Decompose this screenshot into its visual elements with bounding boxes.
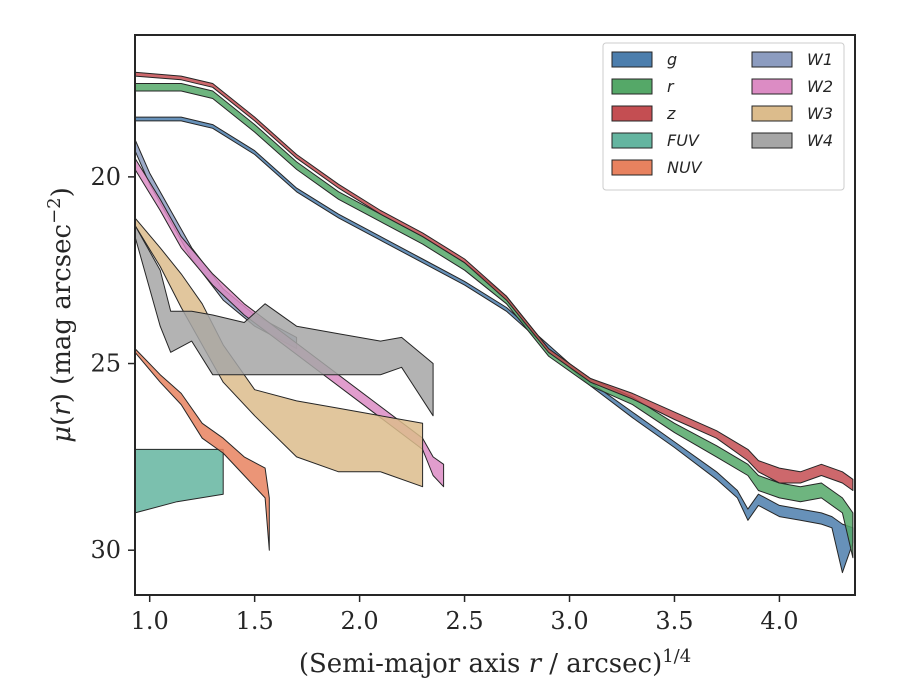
legend: grz FUV NUV W1 W2 W3 W4 — [602, 42, 845, 191]
legend-label-fuv: FUV — [667, 131, 700, 150]
x-tick-label: 4.0 — [760, 607, 798, 635]
legend-swatch-nuv — [611, 159, 653, 176]
y-tick-label: 20 — [90, 163, 121, 191]
legend-swatch-r — [611, 78, 653, 95]
series-area-w4 — [134, 224, 434, 417]
legend-label-g: g — [667, 50, 677, 69]
y-tick-label: 25 — [90, 350, 121, 378]
x-tick-label: 2.0 — [341, 607, 379, 635]
legend-label-r: r — [667, 77, 675, 96]
legend-swatch-w1 — [751, 51, 793, 68]
plot-frame — [134, 34, 856, 596]
x-tick-label: 2.5 — [445, 607, 483, 635]
series-areas — [134, 71, 854, 574]
y-tick-label: 30 — [90, 536, 121, 564]
legend-swatch-w3 — [751, 105, 793, 122]
y-axis-title: μ(r) (mag arcsec−2) — [44, 187, 77, 443]
legend-label-w3: W3 — [807, 104, 833, 123]
x-tick-label: 3.5 — [655, 607, 693, 635]
series-area-z — [134, 71, 854, 491]
legend-label-w1: W1 — [807, 50, 833, 69]
legend-swatch-g — [611, 51, 653, 68]
legend-swatch-z — [611, 105, 653, 122]
series-area-nuv — [134, 348, 270, 551]
legend-swatch-w4 — [751, 132, 793, 149]
legend-label-w4: W4 — [807, 131, 833, 150]
series-area-w2 — [134, 157, 445, 488]
x-axis-title: (Semi-major axis r / arcsec)1/4 — [299, 646, 691, 679]
legend-swatch-w2 — [751, 78, 793, 95]
legend-label-z: z — [666, 104, 676, 123]
x-tick-label: 1.0 — [131, 607, 169, 635]
legend-swatch-fuv — [611, 132, 653, 149]
x-tick-label: 3.0 — [550, 607, 588, 635]
x-tick-label: 1.5 — [236, 607, 274, 635]
axis-ticks: 1.0 1.5 2.0 2.5 3.0 3.5 4.0 20 25 30 — [90, 163, 798, 635]
legend-label-nuv: NUV — [667, 158, 703, 177]
legend-label-w2: W2 — [807, 77, 833, 96]
